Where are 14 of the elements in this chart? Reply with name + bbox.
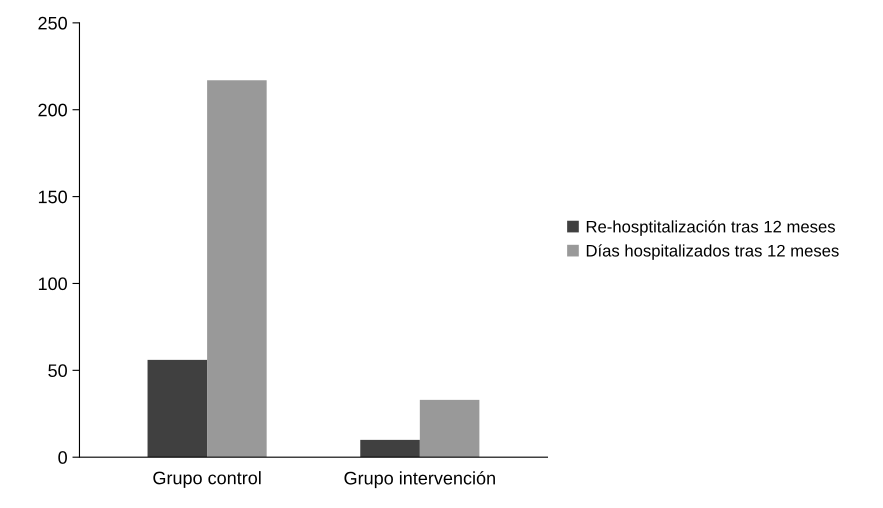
- y-tick-label: 50: [48, 364, 67, 378]
- bar: [207, 80, 267, 458]
- bar: [148, 360, 208, 458]
- y-tick-label: 200: [38, 104, 67, 116]
- x-tick-label: Grupo intervención: [344, 471, 495, 488]
- bar: [360, 440, 420, 458]
- bar: [420, 400, 480, 458]
- y-tick-label: 250: [38, 16, 67, 30]
- y-tick-label: 100: [38, 277, 67, 290]
- x-tick-label: Grupo control: [153, 471, 261, 488]
- y-tick-label: 0: [58, 451, 67, 464]
- legend-label: Días hospitalizados tras 12 meses: [586, 244, 839, 260]
- legend-label: Re-hosptitalización tras 12 meses: [586, 220, 835, 236]
- y-tick-label: 150: [38, 190, 67, 204]
